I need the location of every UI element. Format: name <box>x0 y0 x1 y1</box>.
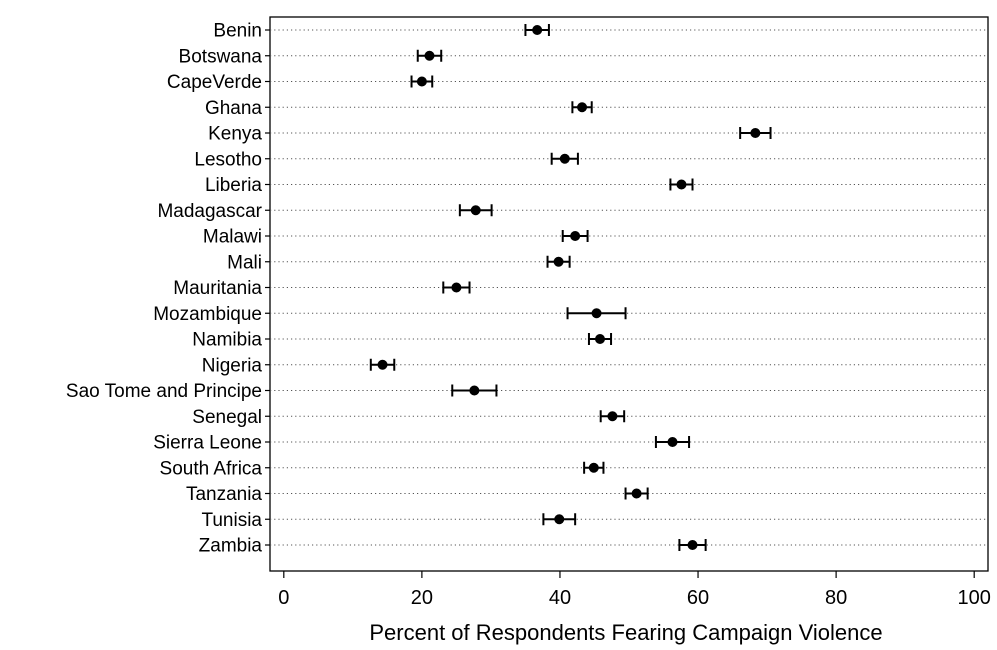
data-point <box>416 76 427 87</box>
category-label: Ghana <box>205 98 262 119</box>
category-label: Liberia <box>205 175 262 196</box>
data-point <box>451 282 462 293</box>
data-point <box>559 153 570 164</box>
x-tick-label: 20 <box>411 587 433 609</box>
category-label: South Africa <box>160 458 263 479</box>
plot-frame <box>269 16 989 572</box>
category-label: Sao Tome and Principe <box>66 381 262 402</box>
category-label-layer: Benin Botswana CapeVerde Ghana Kenya Lesotho L… <box>66 21 270 557</box>
category-label: Botswana <box>179 46 263 67</box>
data-point <box>631 488 642 499</box>
x-tick-label: 100 <box>958 587 991 609</box>
category-label: Kenya <box>208 124 262 145</box>
x-axis-title: Percent of Respondents Fearing Campaign … <box>369 620 882 645</box>
data-point <box>687 540 698 550</box>
data-point <box>553 256 564 267</box>
data-point <box>750 128 761 138</box>
category-label: Lesotho <box>194 149 262 170</box>
x-tick-label: 60 <box>687 587 709 609</box>
x-axis: 0 20 40 60 80 100 <box>278 571 991 609</box>
category-label: Benin <box>213 21 262 42</box>
category-label: Madagascar <box>157 201 262 222</box>
point-layer <box>377 25 761 550</box>
x-tick-label: 80 <box>825 587 847 609</box>
data-point <box>676 179 687 190</box>
category-label: Sierra Leone <box>153 433 262 454</box>
data-point <box>588 462 599 473</box>
x-tick-label: 0 <box>278 587 289 609</box>
data-point <box>591 308 602 319</box>
data-point <box>607 411 618 422</box>
category-label: Tunisia <box>201 510 262 531</box>
category-label: Mauritania <box>173 278 262 299</box>
category-label: Namibia <box>192 330 262 351</box>
data-point <box>554 514 565 525</box>
grid-layer <box>270 29 988 546</box>
x-tick-label: 40 <box>549 587 571 609</box>
data-point <box>532 25 543 35</box>
data-point <box>424 50 435 61</box>
data-point <box>667 437 678 447</box>
data-point <box>377 359 388 370</box>
category-label: Zambia <box>199 536 263 557</box>
category-label: Mozambique <box>153 304 262 325</box>
category-label: Tanzania <box>186 484 262 505</box>
data-point <box>469 385 480 396</box>
category-label: Nigeria <box>202 355 263 376</box>
data-point <box>577 102 588 113</box>
data-point <box>595 334 606 344</box>
category-label: Mali <box>227 252 262 273</box>
category-label: CapeVerde <box>167 72 262 93</box>
data-point <box>570 231 581 241</box>
category-label: Senegal <box>192 407 262 428</box>
category-label: Malawi <box>203 227 262 248</box>
data-point <box>470 205 481 216</box>
